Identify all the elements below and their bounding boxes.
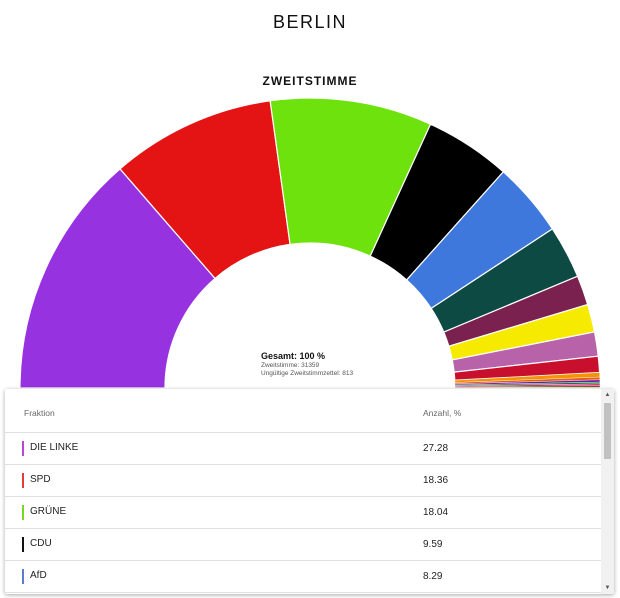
arrow-up-icon[interactable]: ▲ <box>604 392 611 398</box>
party-color-swatch <box>22 505 24 520</box>
party-share: 9.59 <box>423 539 443 550</box>
invalid-votes-label: Ungültige Zweitstimmzettel: 813 <box>261 370 354 378</box>
column-header-party[interactable]: Fraktion <box>24 408 55 418</box>
party-name: GRÜNE <box>30 506 67 517</box>
party-share: 18.04 <box>423 507 449 518</box>
table-header: Fraktion Anzahl, % <box>5 389 601 433</box>
arrow-down-icon[interactable]: ▼ <box>604 585 611 591</box>
party-name: CDU <box>30 538 52 549</box>
party-color-swatch <box>22 441 24 456</box>
chart-center-info: Gesamt: 100 % Zweitstimme: 31359 Ungülti… <box>261 351 353 379</box>
table-row[interactable]: DIE LINKE 27.28 <box>5 432 601 465</box>
column-header-share[interactable]: Anzahl, % <box>423 408 462 418</box>
party-color-swatch <box>22 537 24 552</box>
chart-title: ZWEITSTIMME <box>262 74 358 88</box>
table-row[interactable]: GRÜNE 18.04 <box>5 496 601 529</box>
party-name: AfD <box>30 570 47 581</box>
pie-slice-party-17[interactable] <box>454 386 601 389</box>
party-share: 8.29 <box>423 571 443 582</box>
scrollbar-thumb[interactable] <box>604 403 611 459</box>
party-color-swatch <box>22 569 24 584</box>
votes-label: Zweitstimme: 31359 <box>261 362 320 370</box>
table-row[interactable]: CDU 9.59 <box>5 528 601 561</box>
table-scrollbar[interactable]: ▲ ▼ <box>601 389 614 594</box>
party-name: SPD <box>30 474 51 485</box>
party-color-swatch <box>22 473 24 488</box>
results-table: Fraktion Anzahl, % DIE LINKE 27.28 SPD 1… <box>5 389 614 594</box>
party-name: DIE LINKE <box>30 442 79 453</box>
party-share: 27.28 <box>423 443 449 454</box>
page-title: BERLIN <box>272 12 348 32</box>
table-row[interactable]: SPD 18.36 <box>5 464 601 497</box>
table-row[interactable]: AfD 8.29 <box>5 560 601 593</box>
pie-slice-die-linke[interactable] <box>19 168 216 389</box>
party-share: 18.36 <box>423 475 449 486</box>
total-label: Gesamt: 100 % <box>261 351 326 361</box>
